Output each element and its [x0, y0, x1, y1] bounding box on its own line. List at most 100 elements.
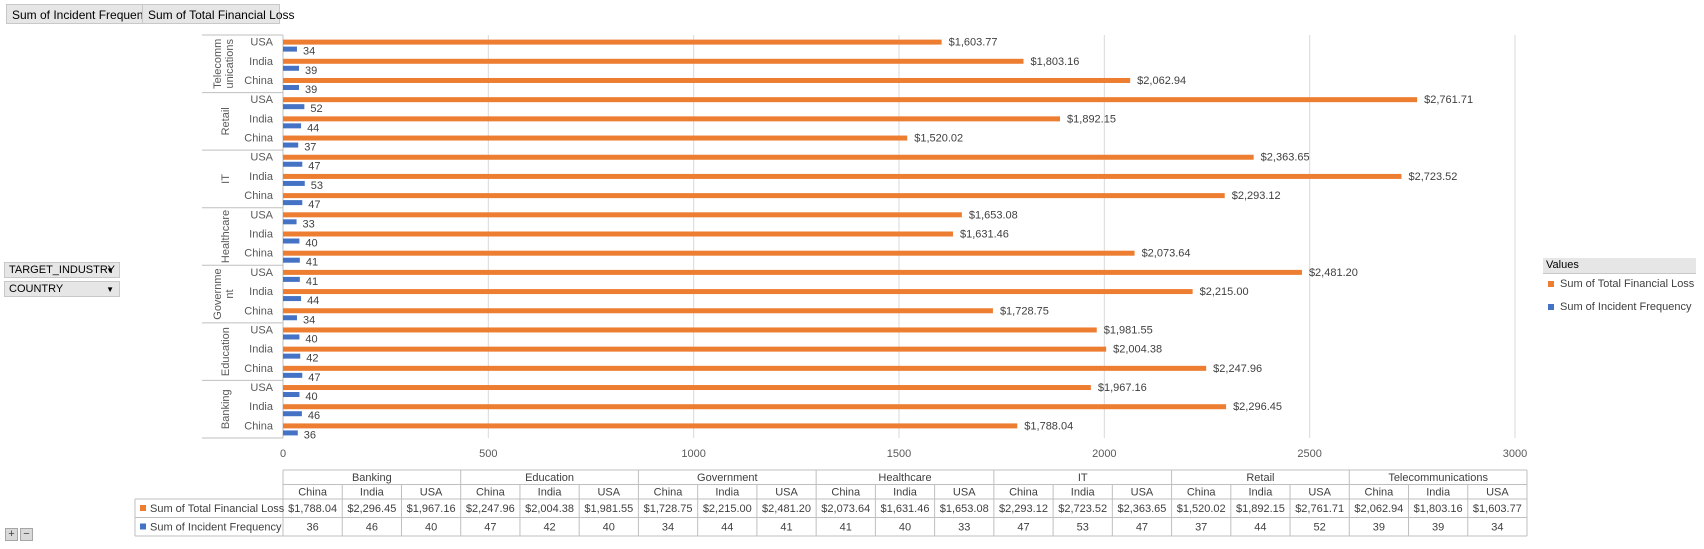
table-cell-financial-loss: $2,215.00	[703, 503, 752, 515]
bar-label-incident-frequency: 42	[306, 353, 318, 365]
table-industry-header: Banking	[352, 472, 392, 484]
bar-incident-frequency	[283, 392, 300, 398]
table-cell-financial-loss: $2,723.52	[1058, 503, 1107, 515]
table-cell-incident-frequency: 37	[1195, 522, 1207, 534]
bar-label-financial-loss: $1,788.04	[1024, 420, 1073, 432]
table-cell-financial-loss: $1,803.16	[1414, 503, 1463, 515]
table-cell-financial-loss: $2,073.64	[821, 503, 870, 515]
table-cell-financial-loss: $2,004.38	[525, 503, 574, 515]
bar-financial-loss	[283, 385, 1091, 391]
bar-incident-frequency	[283, 142, 299, 148]
country-label: India	[249, 113, 274, 125]
bar-financial-loss	[283, 289, 1193, 295]
dropdown-arrow-icon[interactable]: ▼	[106, 285, 114, 294]
legend-item-incident-frequency: Sum of Incident Frequency	[1548, 301, 1691, 313]
country-label: India	[249, 344, 274, 356]
field-button-total-financial-loss[interactable]: Sum of Total Financial Loss	[142, 4, 295, 24]
bar-financial-loss	[283, 346, 1107, 352]
table-country-header: China	[1009, 487, 1039, 499]
bar-financial-loss	[283, 77, 1131, 83]
table-industry-header: Retail	[1246, 472, 1274, 484]
country-label: India	[249, 286, 274, 298]
bar-incident-frequency	[283, 411, 302, 417]
table-country-header: USA	[1486, 487, 1509, 499]
table-cell-financial-loss: $1,967.16	[407, 503, 456, 515]
bar-financial-loss	[283, 97, 1418, 103]
bar-incident-frequency	[283, 257, 300, 263]
table-country-header: USA	[775, 487, 798, 499]
bar-financial-loss	[283, 135, 908, 141]
bar-incident-frequency	[283, 372, 303, 378]
table-country-header: USA	[1131, 487, 1154, 499]
bar-financial-loss	[283, 423, 1018, 429]
table-industry-header: Telecommunications	[1388, 472, 1488, 484]
row-field-target-industry[interactable]: TARGET_INDUSTRY ▼	[4, 262, 120, 278]
bar-financial-loss	[283, 269, 1302, 275]
country-label: China	[244, 420, 274, 432]
table-country-header: USA	[420, 487, 443, 499]
industry-label-line: Banking	[220, 389, 232, 429]
bar-label-financial-loss: $2,215.00	[1200, 286, 1249, 298]
country-label: USA	[250, 382, 273, 394]
bar-label-financial-loss: $2,004.38	[1113, 344, 1162, 356]
bar-label-incident-frequency: 41	[306, 257, 318, 269]
table-country-header: India	[893, 487, 918, 499]
expand-button[interactable]: +	[5, 528, 18, 541]
industry-label: Banking	[220, 389, 232, 429]
table-cell-financial-loss: $2,247.96	[466, 503, 515, 515]
x-tick-label: 3000	[1503, 448, 1527, 460]
bar-label-financial-loss: $2,761.71	[1424, 94, 1473, 106]
table-cell-incident-frequency: 40	[425, 522, 437, 534]
table-industry-header: Healthcare	[878, 472, 931, 484]
table-cell-incident-frequency: 41	[780, 522, 792, 534]
table-row-label: Sum of Total Financial Loss	[150, 503, 285, 515]
table-cell-financial-loss: $2,293.12	[999, 503, 1048, 515]
industry-label-line: Healthcare	[220, 210, 232, 263]
bar-incident-frequency	[283, 353, 301, 359]
collapse-button[interactable]: −	[20, 528, 33, 541]
legend-title: Values	[1543, 258, 1696, 274]
bar-financial-loss	[283, 154, 1254, 160]
country-label: USA	[250, 267, 273, 279]
bar-label-financial-loss: $2,293.12	[1232, 190, 1281, 202]
bar-incident-frequency	[283, 123, 302, 129]
table-cell-incident-frequency: 39	[1432, 522, 1444, 534]
bar-label-incident-frequency: 34	[303, 46, 315, 58]
table-country-header: China	[298, 487, 328, 499]
bar-incident-frequency	[283, 334, 300, 340]
table-cell-incident-frequency: 33	[958, 522, 970, 534]
table-country-header: India	[538, 487, 563, 499]
industry-label-line: nt	[224, 289, 236, 298]
bar-label-incident-frequency: 46	[308, 410, 320, 422]
country-label: USA	[250, 324, 273, 336]
industry-label-line: Retail	[220, 107, 232, 135]
country-label: China	[244, 133, 274, 145]
bar-financial-loss	[283, 365, 1207, 371]
country-label: China	[244, 248, 274, 260]
bar-label-incident-frequency: 44	[307, 122, 319, 134]
bar-label-financial-loss: $2,296.45	[1233, 401, 1282, 413]
country-label: USA	[250, 37, 273, 49]
bar-label-financial-loss: $1,603.77	[949, 37, 998, 49]
bar-incident-frequency	[283, 180, 305, 186]
industry-label: Healthcare	[220, 210, 232, 263]
dropdown-arrow-icon[interactable]: ▼	[106, 266, 114, 275]
bar-financial-loss	[283, 308, 993, 314]
x-tick-label: 0	[280, 448, 286, 460]
legend-swatch	[1548, 304, 1554, 311]
table-cell-financial-loss: $1,520.02	[1177, 503, 1226, 515]
table-cell-financial-loss: $2,363.65	[1117, 503, 1166, 515]
bar-financial-loss	[283, 327, 1097, 333]
bar-label-financial-loss: $2,062.94	[1137, 75, 1186, 87]
bar-label-financial-loss: $1,803.16	[1030, 56, 1079, 68]
field-button-incident-frequency[interactable]: Sum of Incident Frequency	[6, 4, 155, 24]
bar-label-financial-loss: $1,892.15	[1067, 113, 1116, 125]
industry-label: Telecommunications	[212, 39, 236, 89]
bar-label-financial-loss: $2,723.52	[1408, 171, 1457, 183]
table-legend-key	[140, 505, 146, 511]
row-field-country[interactable]: COUNTRY ▼	[4, 281, 120, 297]
table-cell-financial-loss: $1,631.46	[881, 503, 930, 515]
bar-incident-frequency	[283, 161, 303, 167]
table-cell-incident-frequency: 46	[366, 522, 378, 534]
bar-label-financial-loss: $1,728.75	[1000, 305, 1049, 317]
